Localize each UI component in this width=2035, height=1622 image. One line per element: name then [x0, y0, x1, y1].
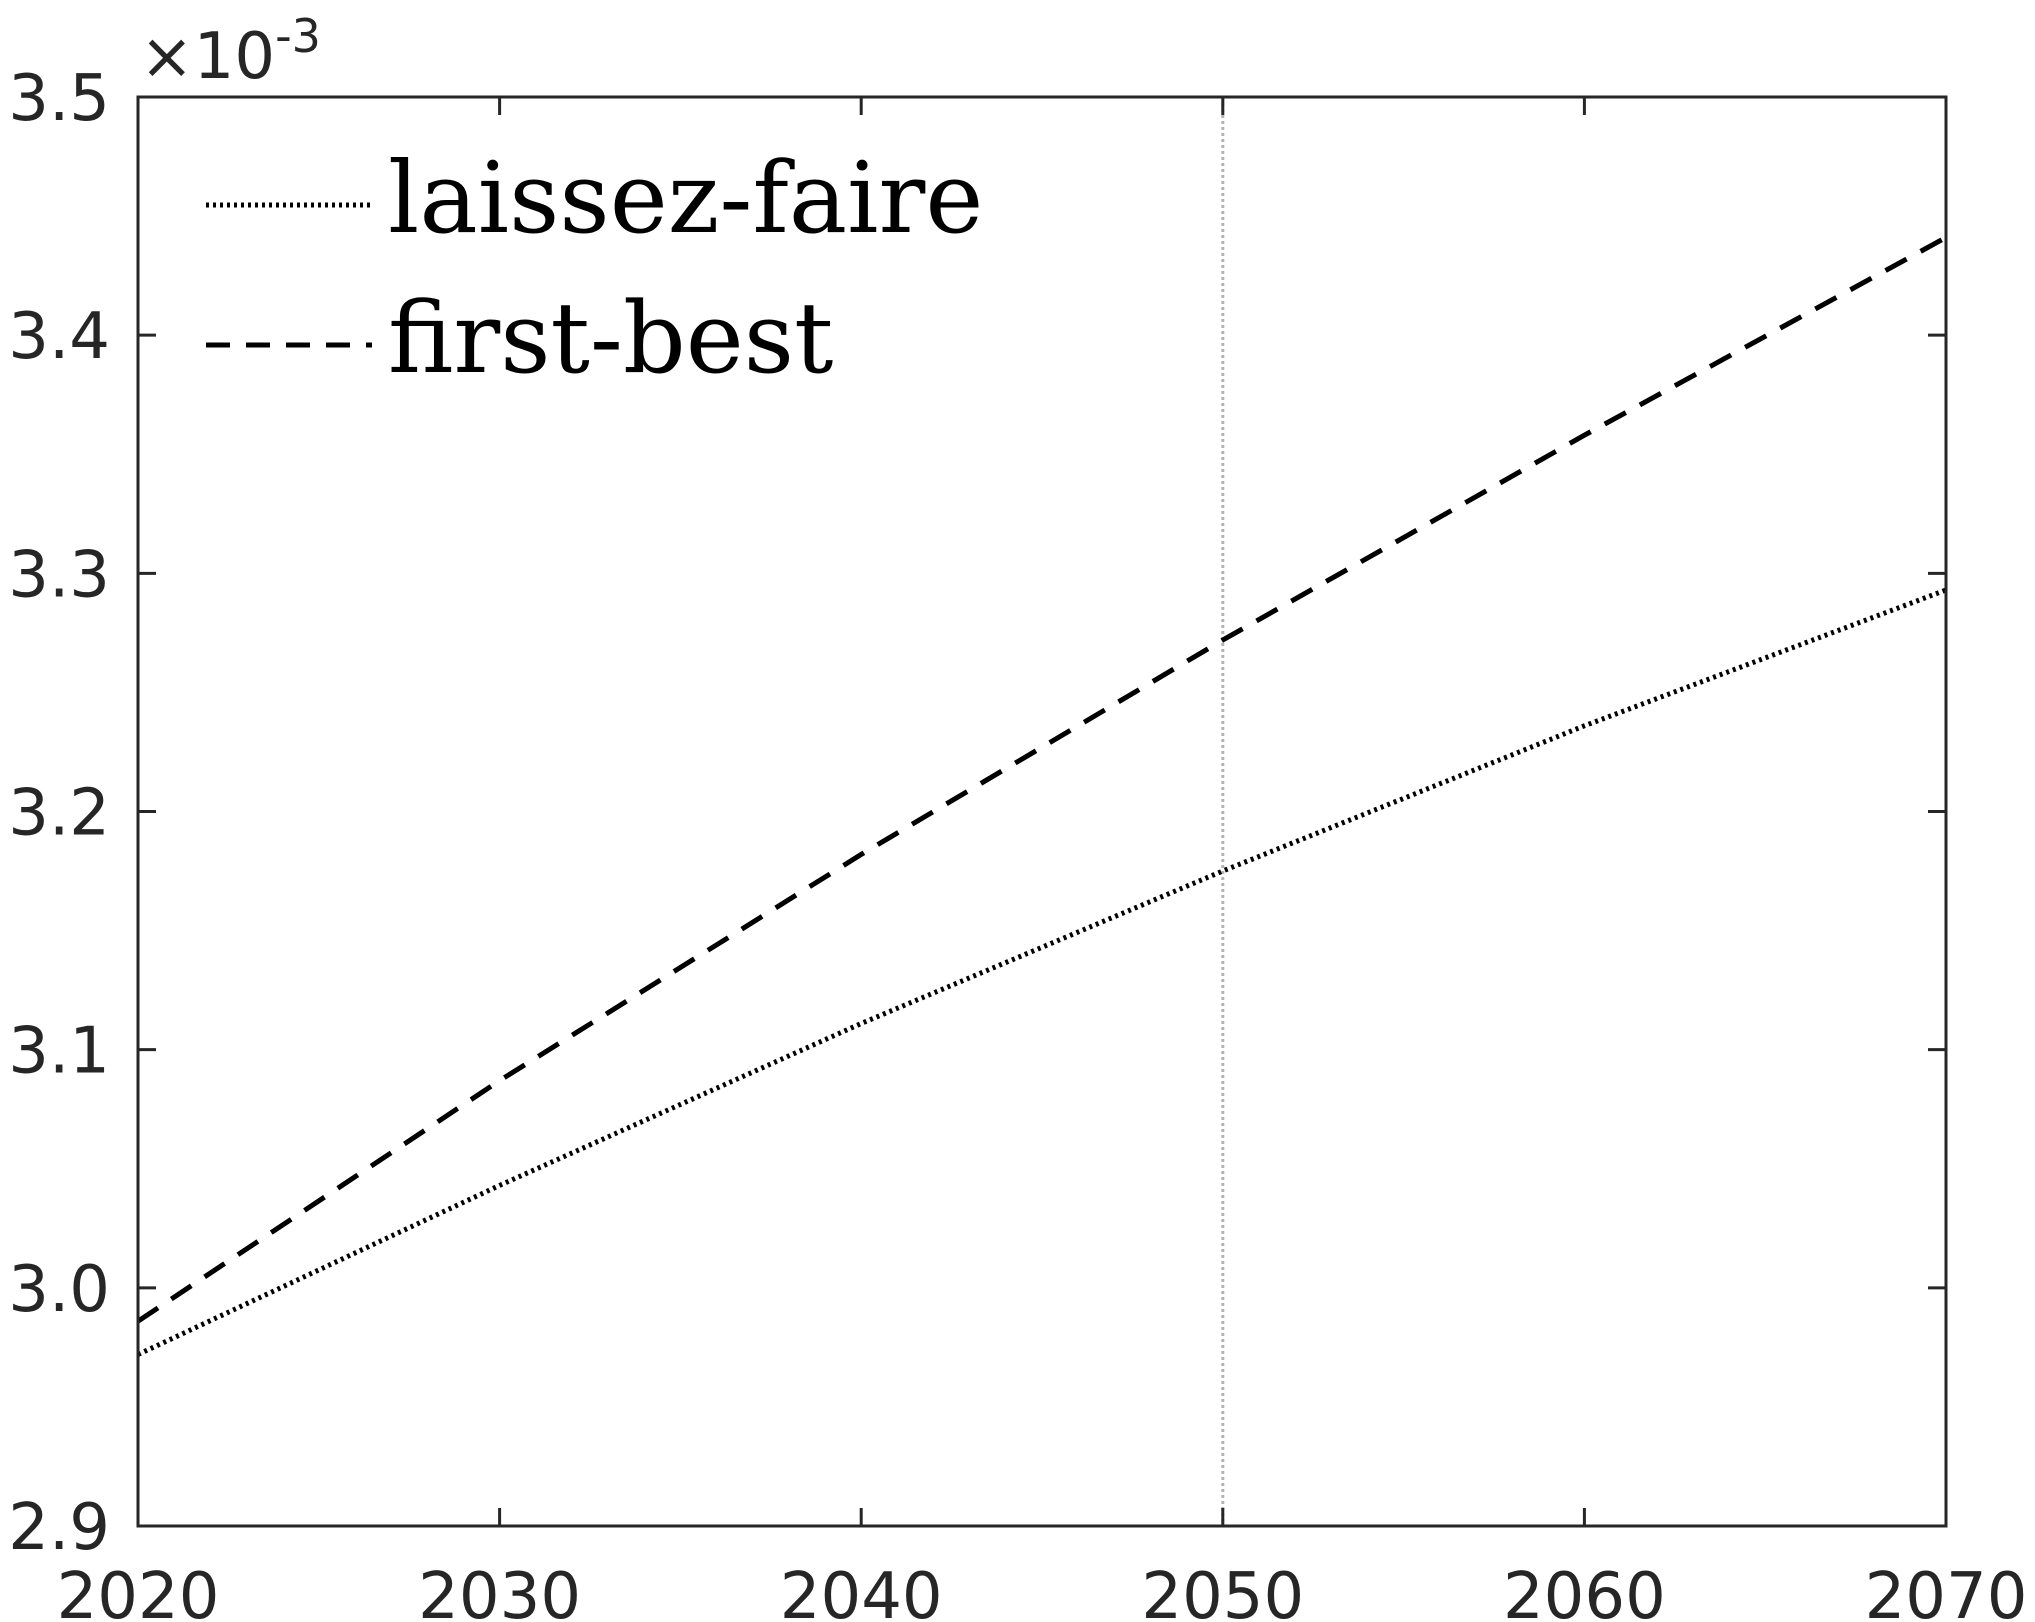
axis-ticks	[136, 95, 1948, 1528]
legend-label-laissez-faire: laissez-faire	[388, 142, 983, 256]
x-tick-label: 2020	[57, 1560, 220, 1622]
y-exponent-power: -3	[275, 9, 321, 63]
x-tick-label: 2070	[1865, 1560, 2028, 1622]
y-exponent-base: ×10	[140, 20, 275, 94]
svg-text:×10-3: ×10-3	[140, 9, 321, 94]
series-line-laissez-faire	[136, 587, 1947, 1357]
y-tick-label: 3.0	[8, 1253, 110, 1327]
x-tick-label: 2040	[780, 1560, 943, 1622]
series-line-first-best	[136, 235, 1948, 1324]
y-tick-label: 2.9	[8, 1491, 110, 1565]
y-tick-label: 3.2	[8, 777, 110, 851]
y-tick-label: 3.5	[8, 62, 110, 136]
tick-labels: 2020 2030 2040 2050 2060 2070 2.9 3.0 3.1 3.2 3.3 3…	[8, 62, 2027, 1622]
legend-label-first-best: first-best	[388, 282, 833, 396]
y-tick-label: 3.4	[8, 300, 110, 374]
x-tick-label: 2050	[1141, 1560, 1304, 1622]
series-lines	[136, 235, 1948, 1357]
x-tick-label: 2060	[1503, 1560, 1666, 1622]
y-exponent: ×10-3	[140, 9, 321, 94]
y-tick-label: 3.3	[8, 538, 110, 612]
y-tick-label: 3.1	[8, 1015, 110, 1089]
legend: laissez-faire first-best	[206, 142, 983, 396]
x-tick-label: 2030	[418, 1560, 581, 1622]
